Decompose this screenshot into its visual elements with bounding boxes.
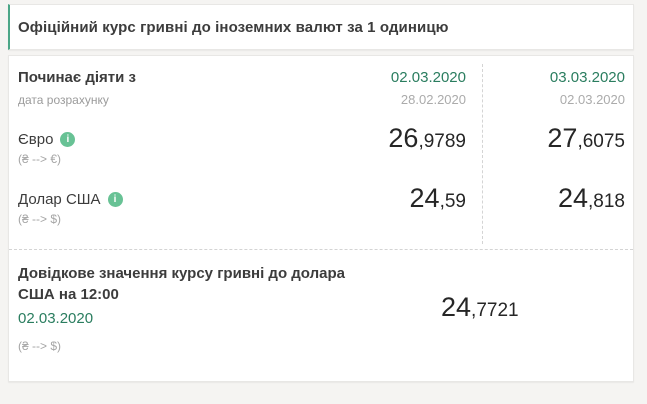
currency-name: Євро (18, 131, 54, 148)
rate-value: 24,59 (316, 181, 466, 219)
info-icon[interactable]: i (60, 132, 76, 147)
rate-int: 24 (557, 183, 589, 213)
currency-row-usd: Долар США i (₴ --> $) 24,59 24,818 (9, 181, 633, 227)
date-column-1: 02.03.2020 28.02.2020 (316, 68, 466, 108)
rate-frac: ,7721 (471, 300, 519, 321)
page-title: Офіційний курс гривні до іноземних валют… (18, 18, 449, 36)
rate-cell: 26,9789 (316, 121, 466, 159)
effective-from-label: Починає діяти з (18, 69, 136, 86)
currency-label-cell: Євро i (₴ --> €) (18, 121, 316, 167)
rate-frac: ,818 (588, 191, 625, 212)
rate-value: 24,818 (466, 181, 625, 219)
calc-date: 02.03.2020 (559, 92, 625, 107)
rate-cell: 24,818 (466, 181, 625, 219)
currency-pair: (₴ --> $) (18, 212, 62, 226)
table-header-row: Починає діяти з дата розрахунку 02.03.20… (9, 56, 633, 108)
reference-section: Довідкове значення курсу гривні до долар… (9, 250, 633, 354)
currency-name-wrap: Євро i (18, 121, 316, 150)
reference-pair: (₴ --> $) (18, 339, 62, 353)
currency-pair: (₴ --> €) (18, 152, 62, 166)
currency-name: Долар США (18, 191, 101, 208)
calc-date-label: дата розрахунку (18, 93, 109, 107)
calc-date: 28.02.2020 (400, 92, 466, 107)
column-divider (482, 64, 483, 244)
rates-card: Починає діяти з дата розрахунку 02.03.20… (8, 55, 634, 382)
rate-value: 26,9789 (316, 121, 466, 159)
reference-label-line2: США на 12:00 (18, 286, 119, 303)
effective-date: 02.03.2020 (390, 69, 466, 86)
section-divider (9, 249, 633, 250)
rate-int: 24 (441, 292, 472, 322)
rate-int: 24 (409, 183, 440, 213)
date-column-2: 03.03.2020 02.03.2020 (466, 68, 625, 108)
rate-int: 26 (388, 123, 419, 153)
reference-label-line1: Довідкове значення курсу гривні до долар… (18, 265, 345, 282)
currency-row-eur: Євро i (₴ --> €) 26,9789 27,6075 (9, 121, 633, 167)
rate-frac: ,59 (439, 191, 466, 212)
rate-cell: 27,6075 (466, 121, 625, 159)
reference-date: 02.03.2020 (18, 310, 94, 327)
rate-cell: 24,59 (316, 181, 466, 219)
reference-rate-value: 24,7721 (441, 290, 519, 328)
rate-frac: ,9789 (418, 131, 466, 152)
title-card: Офіційний курс гривні до іноземних валют… (8, 4, 634, 50)
currency-label-cell: Долар США i (₴ --> $) (18, 181, 316, 227)
rate-int: 27 (547, 123, 578, 153)
currency-name-wrap: Долар США i (18, 181, 316, 210)
info-icon[interactable]: i (107, 192, 123, 207)
effective-date: 03.03.2020 (549, 69, 625, 86)
rate-frac: ,6075 (577, 131, 625, 152)
header-label-cell: Починає діяти з дата розрахунку (18, 68, 316, 108)
rate-value: 27,6075 (466, 121, 625, 159)
